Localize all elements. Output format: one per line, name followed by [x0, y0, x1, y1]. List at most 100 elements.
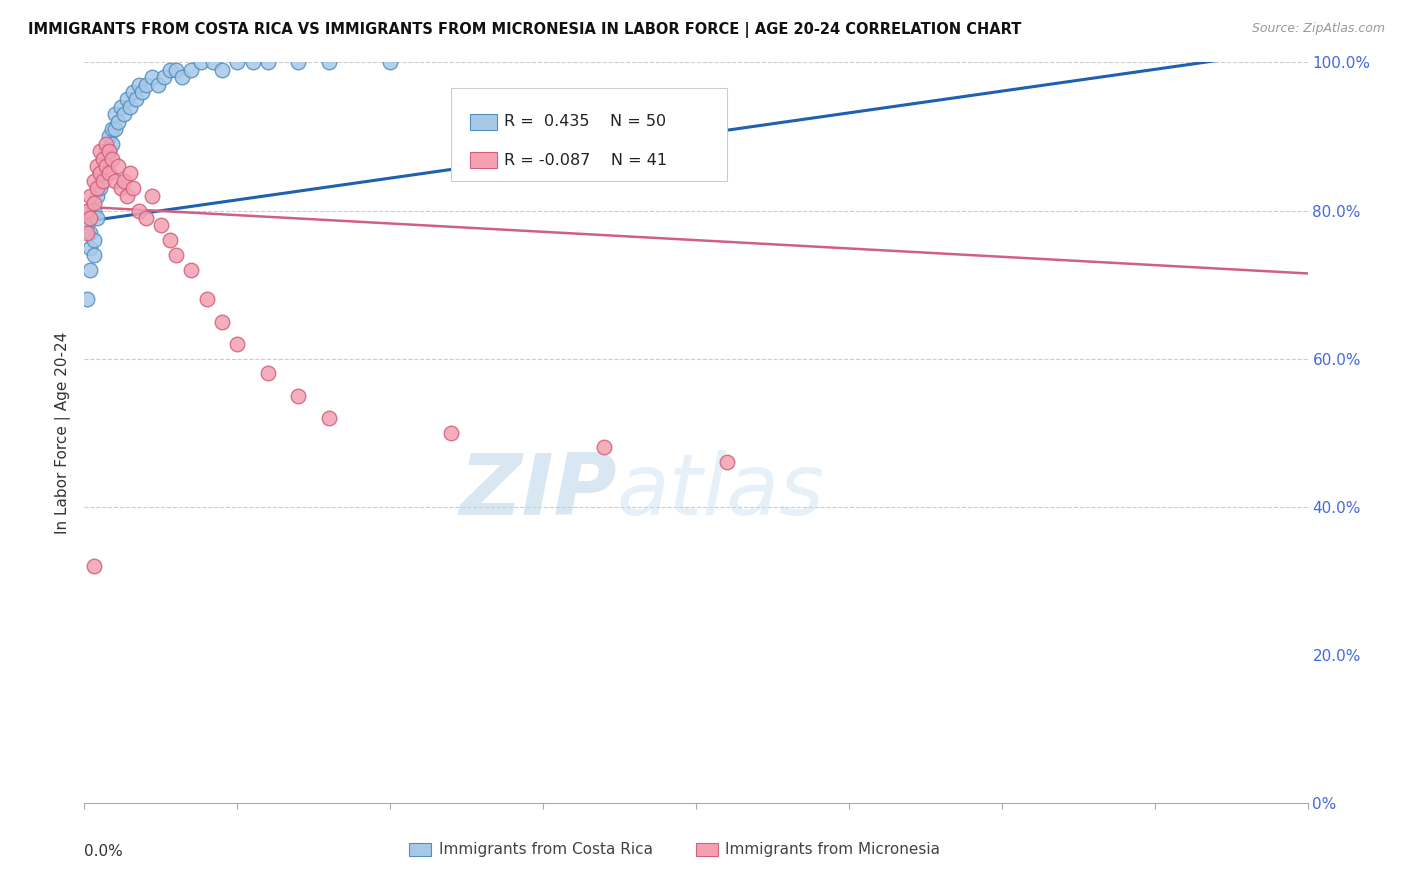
Point [141, 188, 163, 202]
Point [112, 107, 135, 121]
Point [180, 262, 202, 277]
Point [107, 114, 129, 128]
Point [83, 233, 105, 247]
Point [79, 240, 101, 255]
Point [135, 211, 157, 225]
Point [97, 129, 120, 144]
Point [86, 211, 108, 225]
Text: ZIP: ZIP [458, 450, 616, 533]
Point [97, 166, 120, 180]
Point [83, 203, 105, 218]
Point [76, 226, 98, 240]
Point [86, 181, 108, 195]
Point [115, 188, 138, 202]
Text: Immigrants from Micronesia: Immigrants from Micronesia [725, 842, 941, 857]
Point [122, 181, 145, 195]
Point [79, 211, 101, 225]
Point [128, 78, 150, 92]
Point [107, 159, 129, 173]
Point [226, 55, 249, 70]
Point [135, 78, 157, 92]
Point [165, 248, 187, 262]
Point [79, 226, 101, 240]
Bar [409, 843, 430, 856]
Point [211, 62, 233, 77]
Point [149, 219, 172, 233]
Point [115, 92, 138, 106]
Point [131, 85, 153, 99]
Text: Source: ZipAtlas.com: Source: ZipAtlas.com [1251, 22, 1385, 36]
Point [91, 174, 114, 188]
Point [593, 441, 616, 455]
Point [101, 152, 124, 166]
Point [89, 181, 111, 195]
Point [190, 55, 212, 70]
Point [97, 145, 120, 159]
Point [83, 174, 105, 188]
Point [201, 55, 224, 70]
Point [94, 145, 117, 159]
Point [165, 62, 187, 77]
Point [83, 248, 105, 262]
Point [83, 558, 105, 573]
Point [89, 145, 111, 159]
Text: R =  0.435    N = 50: R = 0.435 N = 50 [503, 114, 666, 129]
Text: Immigrants from Costa Rica: Immigrants from Costa Rica [439, 842, 654, 857]
Point [76, 203, 98, 218]
Point [91, 152, 114, 166]
Point [242, 55, 264, 70]
Point [172, 70, 194, 85]
Point [101, 136, 124, 151]
Point [94, 159, 117, 173]
Point [79, 262, 101, 277]
Point [89, 166, 111, 180]
Point [128, 203, 150, 218]
Point [110, 100, 132, 114]
Point [97, 145, 120, 159]
Point [83, 196, 105, 211]
Point [76, 293, 98, 307]
Point [146, 78, 169, 92]
Point [440, 425, 463, 440]
Point [91, 174, 114, 188]
Text: R = -0.087    N = 41: R = -0.087 N = 41 [503, 153, 666, 168]
Point [318, 410, 340, 425]
Bar [470, 113, 496, 130]
FancyBboxPatch shape [451, 88, 727, 181]
Point [287, 388, 309, 402]
Point [120, 166, 142, 180]
Point [287, 55, 309, 70]
Point [180, 62, 202, 77]
Point [79, 188, 101, 202]
Point [716, 455, 738, 469]
Point [159, 62, 181, 77]
Point [104, 122, 127, 136]
Text: IMMIGRANTS FROM COSTA RICA VS IMMIGRANTS FROM MICRONESIA IN LABOR FORCE | AGE 20: IMMIGRANTS FROM COSTA RICA VS IMMIGRANTS… [28, 22, 1022, 38]
Point [120, 100, 142, 114]
Point [76, 203, 98, 218]
Point [153, 70, 176, 85]
Point [101, 122, 124, 136]
Point [94, 159, 117, 173]
Point [112, 174, 135, 188]
Point [91, 152, 114, 166]
Point [195, 293, 218, 307]
Point [159, 233, 181, 247]
Point [141, 70, 163, 85]
Point [257, 55, 280, 70]
Point [562, 107, 585, 121]
Point [318, 55, 340, 70]
Point [86, 159, 108, 173]
Point [104, 174, 127, 188]
Point [380, 55, 402, 70]
Point [226, 336, 249, 351]
Bar [470, 152, 496, 169]
Point [122, 85, 145, 99]
Point [257, 367, 280, 381]
Point [76, 219, 98, 233]
Point [211, 314, 233, 328]
Text: 0.0%: 0.0% [84, 844, 124, 858]
Point [89, 166, 111, 180]
Text: atlas: atlas [616, 450, 824, 533]
Point [94, 136, 117, 151]
